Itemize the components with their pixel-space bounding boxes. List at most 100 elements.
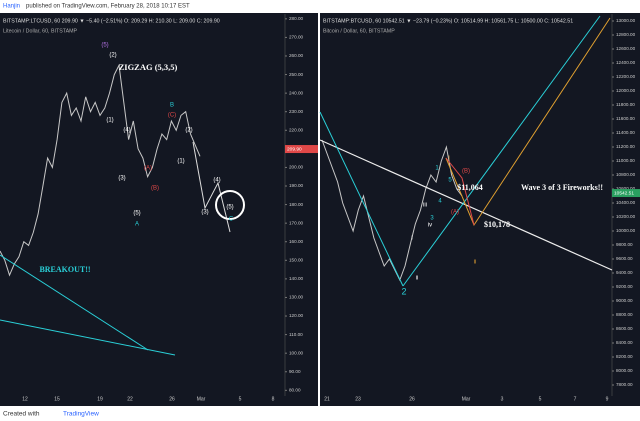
y-tick-label: 13000.00 bbox=[616, 18, 636, 23]
header-text: published on TradingView.com, February 2… bbox=[26, 4, 190, 10]
x-tick-label: 7 bbox=[574, 396, 577, 402]
wave-label: i bbox=[411, 236, 412, 242]
wave-label: (5) bbox=[226, 205, 233, 211]
y-tick-label: 200.00 bbox=[289, 165, 303, 170]
last-price-box bbox=[612, 189, 640, 198]
y-tick-label: 140.00 bbox=[289, 276, 303, 281]
y-tick-label: 10600.00 bbox=[616, 186, 636, 191]
x-tick-label: 3 bbox=[501, 396, 504, 402]
y-tick-label: 180.00 bbox=[289, 202, 303, 207]
footer-brand[interactable]: TradingView bbox=[63, 411, 99, 418]
wave-label: i bbox=[448, 156, 449, 162]
y-tick-label: 12000.00 bbox=[616, 88, 636, 93]
wave-label: A bbox=[135, 222, 139, 228]
y-tick-label: 9000.00 bbox=[616, 298, 633, 303]
y-tick-label: 9200.00 bbox=[616, 284, 633, 289]
wave-label: (A) bbox=[144, 166, 152, 172]
y-tick-label: 11200.00 bbox=[616, 144, 635, 149]
y-tick-label: 12200.00 bbox=[616, 74, 636, 79]
price-line bbox=[0, 63, 201, 277]
price-line bbox=[321, 139, 463, 282]
wave-label: BREAKOUT!! bbox=[39, 265, 90, 274]
wave-label: (A) bbox=[451, 210, 459, 216]
wave-label: 3 bbox=[430, 216, 434, 222]
wave-label: (2) bbox=[185, 128, 192, 134]
x-tick-label: 26 bbox=[409, 396, 415, 402]
y-tick-label: 8200.00 bbox=[616, 354, 633, 359]
y-tick-label: 9600.00 bbox=[616, 256, 633, 261]
x-tick-label: 5 bbox=[239, 396, 242, 402]
x-tick-label: 5 bbox=[539, 396, 542, 402]
wave-label: (4) bbox=[123, 128, 130, 134]
trendline bbox=[319, 111, 404, 287]
y-tick-label: 100.00 bbox=[289, 350, 303, 355]
x-tick-label: 22 bbox=[127, 396, 133, 402]
y-tick-label: 11800.00 bbox=[616, 102, 635, 107]
y-tick-label: 230.00 bbox=[289, 109, 303, 114]
y-tick-label: 190.00 bbox=[289, 183, 303, 188]
x-tick-label: 26 bbox=[169, 396, 175, 402]
y-tick-label: 270.00 bbox=[289, 35, 303, 40]
y-tick-label: 12600.00 bbox=[616, 46, 636, 51]
y-tick-label: 11000.00 bbox=[616, 158, 635, 163]
right-panel bbox=[320, 13, 640, 406]
symbol-line: BITSTAMP:LTCUSD, 60 209.90 ▼ −5.40 (−2.5… bbox=[3, 18, 220, 24]
wave-label: (B) bbox=[151, 186, 159, 192]
wave-label: 1 bbox=[435, 166, 439, 172]
y-tick-label: 150.00 bbox=[289, 258, 303, 263]
trendline bbox=[0, 319, 176, 356]
x-tick-label: 12 bbox=[22, 396, 28, 402]
y-tick-label: 10200.00 bbox=[616, 214, 636, 219]
y-tick-label: 250.00 bbox=[289, 72, 303, 77]
y-tick-label: 240.00 bbox=[289, 90, 303, 95]
y-tick-label: 11600.00 bbox=[616, 116, 635, 121]
y-tick-label: 260.00 bbox=[289, 53, 303, 58]
wave-label: (1) bbox=[106, 118, 113, 124]
trendline bbox=[402, 15, 601, 287]
wave-label: $10,178 bbox=[484, 220, 510, 229]
wave-label: ZIGZAG (5,3,5) bbox=[119, 62, 178, 72]
y-tick-label: 280.00 bbox=[289, 16, 303, 21]
x-tick-label: Mar bbox=[462, 396, 471, 402]
y-tick-label: 9400.00 bbox=[616, 270, 633, 275]
x-tick-label: 15 bbox=[54, 396, 60, 402]
last-price-label: 209.90 bbox=[287, 146, 302, 152]
wave-label: (5) bbox=[101, 43, 108, 49]
y-tick-label: 160.00 bbox=[289, 239, 303, 244]
target-circle bbox=[215, 190, 245, 220]
left-panel bbox=[0, 13, 318, 406]
last-price-box bbox=[285, 145, 318, 154]
wave-label: 5 bbox=[448, 178, 452, 184]
wave-label: (1) bbox=[177, 159, 184, 165]
y-tick-label: 11400.00 bbox=[616, 130, 635, 135]
x-tick-label: 19 bbox=[97, 396, 103, 402]
y-tick-label: 12800.00 bbox=[616, 32, 636, 37]
chart-layer: BITSTAMP:LTCUSD, 60 209.90 ▼ −5.40 (−2.5… bbox=[0, 14, 640, 402]
x-tick-label: 9 bbox=[606, 396, 609, 402]
y-tick-label: 8600.00 bbox=[616, 326, 633, 331]
y-tick-label: 8800.00 bbox=[616, 312, 633, 317]
last-price-label: 10542.51 bbox=[614, 190, 634, 196]
y-tick-label: 10800.00 bbox=[616, 172, 636, 177]
y-tick-label: 9800.00 bbox=[616, 242, 633, 247]
x-tick-label: 23 bbox=[355, 396, 361, 402]
y-tick-label: 7800.00 bbox=[616, 382, 633, 387]
wave-label: (C) bbox=[168, 113, 176, 119]
wave-label: ii bbox=[416, 276, 419, 282]
x-tick-label: 21 bbox=[324, 396, 330, 402]
wave-label: (B) bbox=[462, 169, 470, 175]
y-tick-label: 120.00 bbox=[289, 313, 303, 318]
wave-label: ii bbox=[474, 260, 477, 266]
x-tick-label: 8 bbox=[272, 396, 275, 402]
wave-label: (3) bbox=[201, 210, 208, 216]
y-tick-label: 80.00 bbox=[289, 388, 301, 393]
wave-label: (2) bbox=[109, 53, 116, 59]
projection bbox=[445, 157, 475, 226]
y-tick-label: 12400.00 bbox=[616, 60, 636, 65]
symbol-line: BITSTAMP:BTCUSD, 60 10542.51 ▼ −23.79 (−… bbox=[323, 18, 573, 24]
y-tick-label: 110.00 bbox=[289, 332, 303, 337]
wave-label: iii bbox=[423, 203, 427, 209]
author[interactable]: Hanjin bbox=[3, 4, 20, 10]
symbol-subtitle: Bitcoin / Dollar, 60, BITSTAMP bbox=[323, 28, 395, 34]
wave-label: Wave 3 of 3 Fireworks!! bbox=[521, 183, 603, 192]
